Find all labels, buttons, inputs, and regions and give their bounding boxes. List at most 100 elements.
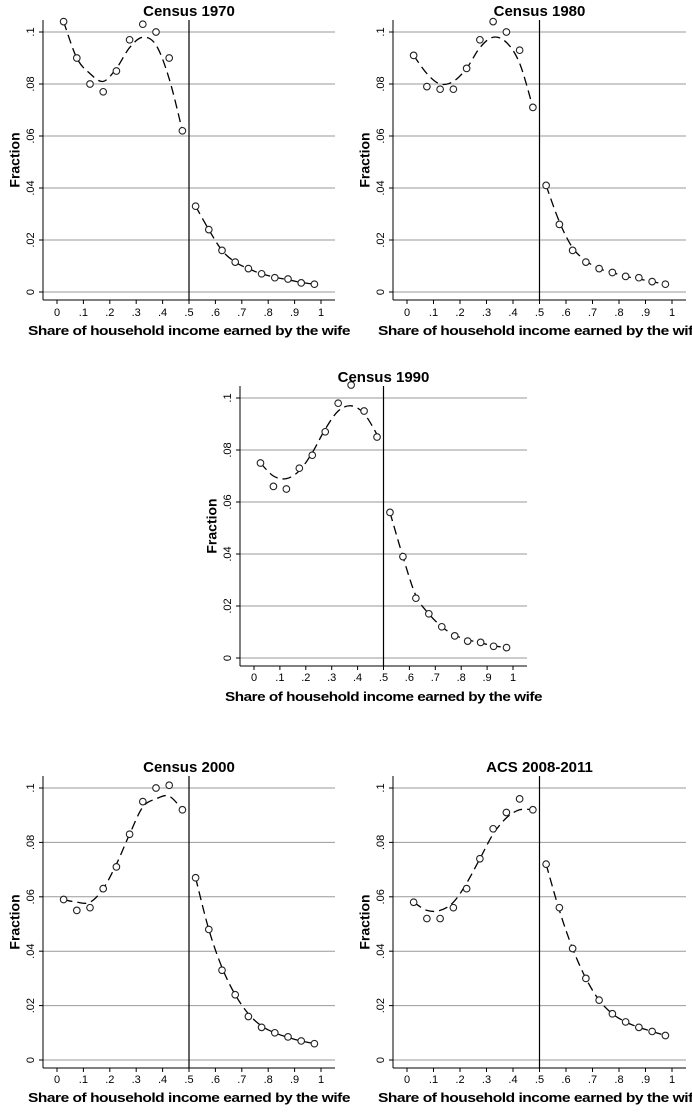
data-point	[424, 609, 433, 618]
data-point	[99, 884, 108, 893]
x-tick-label: .4	[508, 307, 517, 319]
data-point	[218, 966, 226, 975]
data-point	[256, 459, 265, 467]
x-tick-label: .6	[405, 672, 414, 684]
y-tick-label: .08	[375, 835, 387, 850]
x-tick-label: .7	[237, 307, 246, 319]
y-tick-label: 0	[25, 1057, 37, 1063]
x-axis-label: Share of household income earned by the …	[225, 689, 542, 704]
x-tick-label: .8	[614, 307, 623, 319]
x-tick-label: .5	[379, 672, 388, 684]
x-tick-label: 1	[669, 1074, 675, 1086]
data-point	[648, 1027, 656, 1036]
data-point	[191, 202, 200, 211]
data-point	[295, 464, 304, 473]
x-tick-label: .5	[184, 1074, 193, 1086]
x-tick-label: .1	[79, 1074, 88, 1086]
data-point	[621, 1018, 630, 1026]
y-tick-label: .08	[25, 76, 37, 91]
y-tick-label: .06	[25, 128, 37, 143]
data-point	[360, 407, 368, 415]
data-point	[257, 1023, 266, 1032]
x-tick-label: .7	[588, 307, 597, 319]
y-axis-label: Fraction	[7, 132, 23, 187]
fit-line-below-half	[413, 808, 533, 913]
fit-line-above-half	[545, 864, 666, 1037]
data-point	[436, 914, 444, 923]
data-point	[59, 895, 68, 904]
data-point	[423, 914, 431, 923]
x-tick-label: .8	[264, 307, 273, 319]
chart-title: Census 1970	[143, 3, 235, 20]
data-point	[608, 1009, 617, 1018]
data-point	[178, 805, 187, 814]
data-point	[542, 860, 550, 869]
y-tick-label: .08	[375, 76, 387, 91]
data-point	[621, 272, 630, 281]
data-point	[178, 126, 187, 135]
y-tick-label: .1	[375, 27, 387, 36]
data-point	[138, 20, 147, 29]
x-tick-label: .3	[482, 307, 491, 319]
data-point	[568, 944, 577, 953]
data-point	[59, 17, 68, 26]
data-point	[310, 1039, 319, 1048]
data-point	[582, 974, 590, 983]
y-tick-label: .04	[375, 944, 387, 959]
chart-title: ACS 2008-2011	[486, 759, 593, 776]
data-point	[218, 246, 226, 255]
x-tick-label: .7	[588, 1074, 597, 1086]
chart-title: Census 1990	[338, 369, 430, 386]
x-tick-label: .5	[184, 307, 193, 319]
data-point	[450, 632, 459, 640]
data-point	[282, 485, 291, 493]
data-point	[423, 82, 431, 91]
data-point	[476, 35, 484, 44]
data-point	[125, 35, 134, 44]
data-point	[386, 508, 394, 517]
data-point	[595, 996, 603, 1005]
data-point	[608, 268, 617, 277]
x-tick-label: .2	[105, 1074, 114, 1086]
data-point	[529, 103, 537, 112]
data-point	[489, 642, 498, 651]
data-point	[449, 903, 458, 912]
x-tick-label: 0	[404, 307, 410, 319]
x-tick-label: 1	[318, 1074, 324, 1086]
data-point	[99, 87, 108, 96]
data-point	[555, 903, 564, 912]
data-point	[165, 54, 174, 62]
data-point	[191, 873, 200, 882]
data-point	[321, 427, 330, 436]
data-point	[284, 1033, 292, 1041]
y-tick-label: .04	[222, 546, 234, 561]
data-point	[476, 854, 484, 863]
data-point	[409, 898, 418, 907]
x-tick-label: .8	[457, 672, 466, 684]
data-point	[661, 280, 670, 289]
data-point	[489, 824, 497, 833]
data-point	[436, 85, 444, 94]
data-point	[568, 246, 577, 255]
data-point	[555, 220, 564, 229]
data-point	[72, 906, 81, 915]
data-point	[462, 64, 471, 73]
data-point	[409, 51, 418, 60]
fit-line-above-half	[545, 185, 666, 285]
y-tick-label: .04	[25, 944, 37, 959]
data-point	[502, 808, 511, 817]
chart-panel-4: 0 .02 .04 .06 .08 .1 0 .1 .2 .3 .4 .5 .6 .7 .8 .9 1 Censu…	[7, 759, 351, 1105]
x-tick-label: .3	[327, 672, 336, 684]
x-tick-label: .4	[158, 1074, 167, 1086]
y-tick-label: .06	[375, 889, 387, 904]
x-tick-label: 1	[669, 307, 675, 319]
data-point	[112, 863, 121, 871]
data-point	[334, 399, 343, 408]
x-tick-label: .8	[614, 1074, 623, 1086]
data-point	[437, 622, 446, 631]
chart-panel-3: 0 .02 .04 .06 .08 .1 0 .1 .2 .3 .4 .5 .6 .7 .8 .9 1 Censu…	[204, 369, 543, 704]
x-tick-label: .9	[483, 672, 492, 684]
data-point	[86, 80, 94, 88]
data-point	[284, 275, 292, 283]
